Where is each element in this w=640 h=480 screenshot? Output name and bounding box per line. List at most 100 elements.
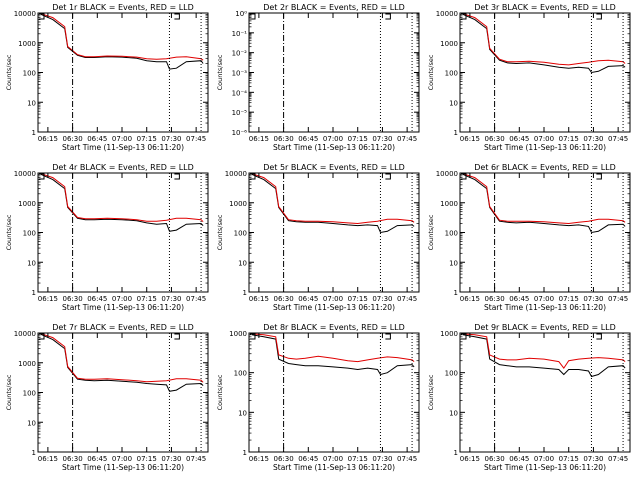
x-tick-label: 06:45 bbox=[298, 455, 318, 463]
y-tick-label: 10000 bbox=[436, 10, 458, 18]
y-tick-label: 1000 bbox=[18, 200, 36, 208]
bracket-marker bbox=[174, 173, 180, 180]
x-tick-label: 07:30 bbox=[583, 295, 603, 303]
x-tick-label: 07:45 bbox=[186, 135, 206, 143]
y-tick-label: 100 bbox=[445, 230, 458, 238]
plot-frame bbox=[248, 12, 420, 133]
y-tick-label: 100 bbox=[234, 370, 247, 378]
panel-det-8: Det 8r BLACK = Events, RED = LLD 1 10 100 10… bbox=[216, 323, 420, 472]
plot-frame bbox=[459, 12, 631, 133]
y-tick-label: 10 bbox=[27, 259, 36, 267]
y-axis-label: Counts/sec bbox=[216, 214, 224, 250]
x-tick-label: 06:15 bbox=[38, 135, 58, 143]
y-tick-label: 1000 bbox=[440, 40, 458, 48]
x-tick-label: 06:15 bbox=[249, 455, 269, 463]
x-tick-label: 06:45 bbox=[87, 135, 107, 143]
x-tick-label: 06:45 bbox=[87, 295, 107, 303]
x-tick-label: 06:15 bbox=[249, 295, 269, 303]
y-tick-label: 10 bbox=[27, 99, 36, 107]
bracket-marker bbox=[596, 13, 602, 20]
x-axis-label: Start Time (11-Sep-13 06:11:20) bbox=[62, 463, 184, 472]
x-tick-label: 07:30 bbox=[372, 135, 392, 143]
x-tick-label: 06:30 bbox=[62, 455, 82, 463]
x-tick-label: 07:00 bbox=[112, 135, 132, 143]
x-tick-label: 07:45 bbox=[397, 455, 417, 463]
bracket-marker bbox=[461, 333, 467, 340]
y-tick-label: 1000 bbox=[18, 360, 36, 368]
x-tick-label: 06:45 bbox=[87, 455, 107, 463]
plot-frame bbox=[37, 12, 209, 133]
y-tick-label: 10 bbox=[449, 259, 458, 267]
lld-series bbox=[462, 13, 626, 66]
x-tick-label: 07:45 bbox=[608, 295, 628, 303]
y-axis-label: Counts/sec bbox=[5, 214, 13, 250]
x-axis-label: Start Time (11-Sep-13 06:11:20) bbox=[484, 303, 606, 312]
x-tick-label: 07:45 bbox=[186, 455, 206, 463]
y-tick-label: 10⁻¹ bbox=[232, 30, 248, 38]
x-tick-label: 07:15 bbox=[348, 295, 368, 303]
x-axis-label: Start Time (11-Sep-13 06:11:20) bbox=[484, 143, 606, 152]
x-axis-label: Start Time (11-Sep-13 06:11:20) bbox=[484, 463, 606, 472]
plot-frame bbox=[37, 172, 209, 293]
panel-title: Det 2r BLACK = Events, RED = LLD bbox=[263, 3, 405, 12]
events-series bbox=[40, 173, 204, 232]
panel-title: Det 4r BLACK = Events, RED = LLD bbox=[52, 163, 194, 172]
y-tick-label: 1 bbox=[32, 289, 36, 297]
x-tick-label: 06:30 bbox=[273, 295, 293, 303]
events-series bbox=[40, 333, 204, 392]
y-tick-label: 100 bbox=[445, 370, 458, 378]
x-tick-label: 06:15 bbox=[460, 295, 480, 303]
y-tick-label: 100 bbox=[445, 70, 458, 78]
bracket-marker bbox=[596, 333, 602, 340]
panel-title: Det 6r BLACK = Events, RED = LLD bbox=[474, 163, 616, 172]
x-axis-label: Start Time (11-Sep-13 06:11:20) bbox=[62, 143, 184, 152]
y-tick-label: 10⁻⁵ bbox=[232, 109, 248, 117]
events-series bbox=[40, 13, 204, 70]
events-series bbox=[462, 173, 626, 234]
plot-frame bbox=[459, 332, 631, 453]
bracket-marker bbox=[39, 13, 45, 20]
events-series bbox=[462, 334, 626, 378]
panel-det-3: Det 3r BLACK = Events, RED = LLD 1 10 100 10… bbox=[427, 3, 631, 152]
panel-title: Det 7r BLACK = Events, RED = LLD bbox=[52, 323, 194, 332]
y-tick-label: 10⁰ bbox=[235, 10, 247, 18]
x-tick-label: 06:30 bbox=[484, 295, 504, 303]
plot-frame bbox=[459, 172, 631, 293]
panel-det-6: Det 6r BLACK = Events, RED = LLD 1 10 100 10… bbox=[427, 163, 631, 312]
bracket-marker bbox=[461, 173, 467, 180]
y-tick-label: 10⁻³ bbox=[232, 70, 248, 78]
y-tick-label: 10000 bbox=[225, 170, 247, 178]
x-tick-label: 06:30 bbox=[273, 135, 293, 143]
x-tick-label: 07:45 bbox=[397, 135, 417, 143]
lld-series bbox=[251, 333, 415, 363]
y-tick-label: 1 bbox=[454, 449, 458, 457]
x-tick-label: 07:30 bbox=[372, 295, 392, 303]
x-tick-label: 07:00 bbox=[534, 135, 554, 143]
lld-series bbox=[40, 173, 204, 223]
x-tick-label: 06:15 bbox=[460, 135, 480, 143]
x-tick-label: 06:15 bbox=[38, 295, 58, 303]
y-tick-label: 100 bbox=[23, 390, 36, 398]
lld-series bbox=[251, 173, 415, 225]
y-axis-label: Counts/sec bbox=[216, 54, 224, 90]
y-tick-label: 10 bbox=[238, 259, 247, 267]
x-tick-label: 07:00 bbox=[323, 455, 343, 463]
x-tick-label: 06:30 bbox=[62, 135, 82, 143]
y-tick-label: 1 bbox=[32, 449, 36, 457]
bracket-marker bbox=[250, 173, 256, 180]
y-tick-label: 1 bbox=[454, 129, 458, 137]
x-tick-label: 07:15 bbox=[559, 135, 579, 143]
x-tick-label: 06:15 bbox=[38, 455, 58, 463]
plot-frame bbox=[248, 332, 420, 453]
panel-det-2: Det 2r BLACK = Events, RED = LLD 10⁻⁶ 10⁻⁵… bbox=[216, 3, 420, 152]
x-tick-label: 07:30 bbox=[161, 455, 181, 463]
bracket-marker bbox=[39, 333, 45, 340]
y-tick-label: 100 bbox=[23, 70, 36, 78]
panel-title: Det 8r BLACK = Events, RED = LLD bbox=[263, 323, 405, 332]
x-tick-label: 07:00 bbox=[534, 295, 554, 303]
x-tick-label: 06:30 bbox=[273, 455, 293, 463]
y-tick-label: 10⁻⁴ bbox=[232, 89, 248, 97]
y-tick-label: 10000 bbox=[14, 330, 36, 338]
y-axis-label: Counts/sec bbox=[216, 374, 224, 410]
